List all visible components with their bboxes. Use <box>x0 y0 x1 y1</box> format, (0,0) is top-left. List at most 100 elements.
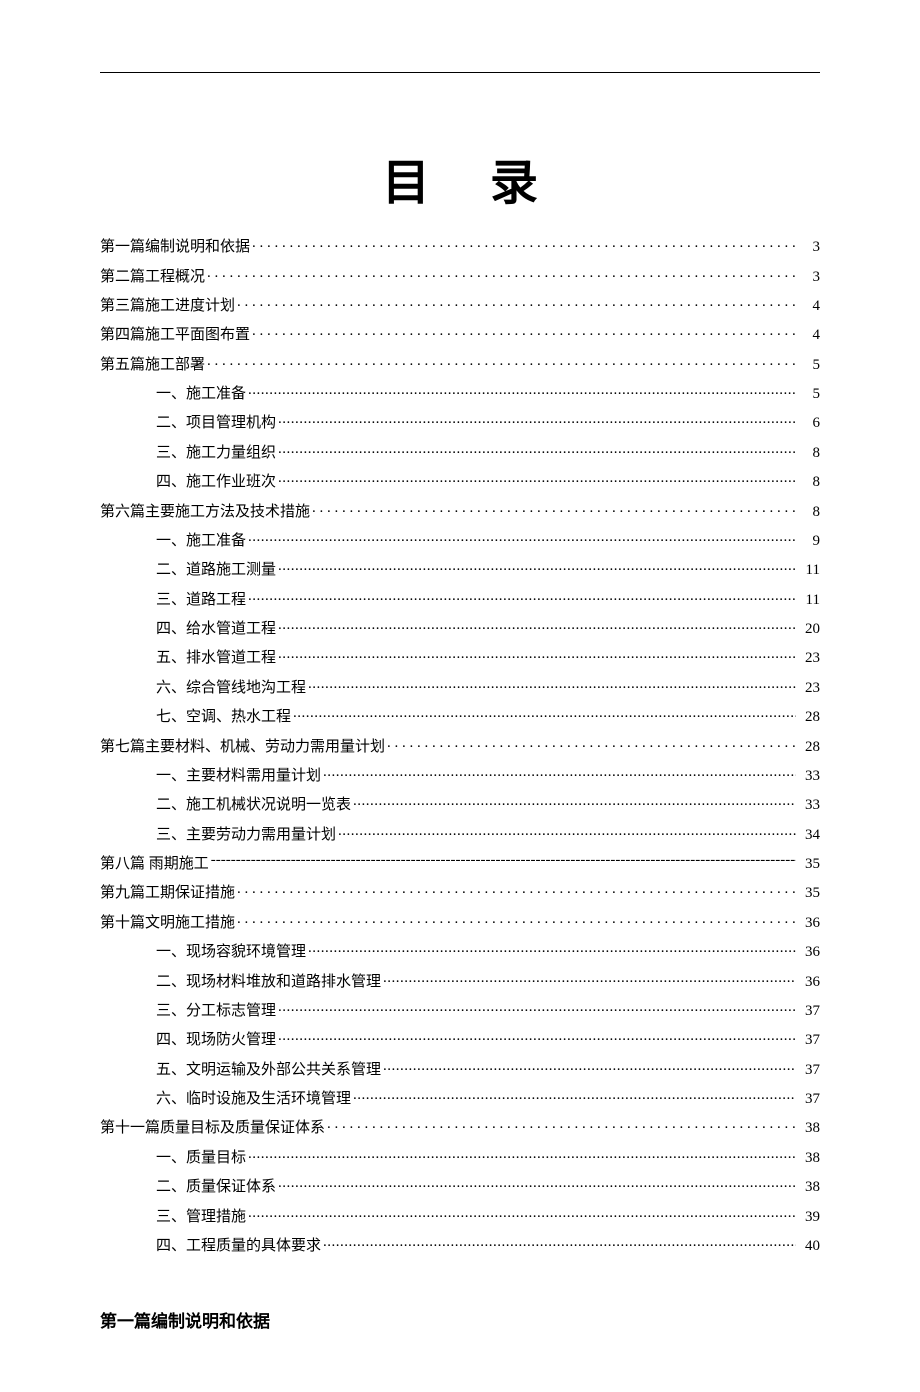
toc-row: 第三篇施工进度计划4 <box>100 290 820 319</box>
top-horizontal-rule <box>100 72 820 73</box>
toc-entry-label: 一、现场容貌环境管理 <box>156 945 306 960</box>
toc-entry-page: 35 <box>798 857 820 872</box>
toc-entry-label: 第七篇主要材料、机械、劳动力需用量计划 <box>100 740 385 755</box>
toc-leader <box>248 530 796 545</box>
toc-entry-page: 8 <box>798 446 820 461</box>
table-of-contents: 第一篇编制说明和依据3第二篇工程概况3第三篇施工进度计划4第四篇施工平面图布置4… <box>100 231 820 1259</box>
toc-leader <box>248 383 796 398</box>
toc-entry-label: 一、施工准备 <box>156 387 246 402</box>
toc-entry-page: 11 <box>798 563 820 578</box>
toc-leader <box>308 941 796 956</box>
toc-entry-label: 第一篇编制说明和依据 <box>100 240 250 255</box>
toc-entry-label: 第十一篇质量目标及质量保证体系 <box>100 1121 325 1136</box>
toc-row: 第五篇施工部署 5 <box>100 349 820 378</box>
toc-entry-label: 二、道路施工测量 <box>156 563 276 578</box>
toc-entry-label: 六、综合管线地沟工程 <box>156 681 306 696</box>
toc-leader <box>211 853 796 868</box>
toc-leader <box>353 794 796 809</box>
toc-entry-label: 一、施工准备 <box>156 534 246 549</box>
toc-leader <box>278 471 796 486</box>
toc-leader <box>278 1000 796 1015</box>
toc-entry-label: 一、质量目标 <box>156 1151 246 1166</box>
toc-leader <box>327 1117 796 1132</box>
toc-entry-label: 三、分工标志管理 <box>156 1004 276 1019</box>
toc-row: 一、现场容貌环境管理36 <box>100 936 820 965</box>
toc-row: 第十篇文明施工措施 36 <box>100 907 820 936</box>
toc-entry-page: 23 <box>798 651 820 666</box>
toc-leader <box>207 354 796 369</box>
toc-leader <box>278 1176 796 1191</box>
toc-row: 四、工程质量的具体要求40 <box>100 1230 820 1259</box>
toc-entry-label: 五、排水管道工程 <box>156 651 276 666</box>
toc-entry-label: 四、施工作业班次 <box>156 475 276 490</box>
toc-leader <box>338 824 796 839</box>
toc-leader <box>383 971 796 986</box>
toc-row: 三、管理措施 39 <box>100 1200 820 1229</box>
toc-entry-page: 37 <box>798 1063 820 1078</box>
toc-entry-label: 第八篇 雨期施工 <box>100 857 209 872</box>
toc-leader <box>308 677 796 692</box>
toc-leader <box>278 442 796 457</box>
toc-entry-page: 3 <box>798 270 820 285</box>
toc-entry-page: 37 <box>798 1033 820 1048</box>
toc-leader <box>252 236 796 251</box>
toc-entry-label: 第十篇文明施工措施 <box>100 916 235 931</box>
toc-entry-label: 三、道路工程 <box>156 593 246 608</box>
toc-entry-label: 第二篇工程概况 <box>100 270 205 285</box>
toc-entry-page: 35 <box>798 886 820 901</box>
toc-entry-page: 6 <box>798 416 820 431</box>
toc-entry-label: 三、管理措施 <box>156 1210 246 1225</box>
toc-entry-page: 8 <box>798 505 820 520</box>
toc-entry-page: 34 <box>798 828 820 843</box>
section-heading: 第一篇编制说明和依据 <box>100 1307 820 1332</box>
toc-row: 五、文明运输及外部公共关系管理 37 <box>100 1054 820 1083</box>
toc-entry-label: 二、施工机械状况说明一览表 <box>156 798 351 813</box>
toc-entry-page: 4 <box>798 328 820 343</box>
toc-row: 一、施工准备9 <box>100 525 820 554</box>
toc-row: 第九篇工期保证措施 35 <box>100 877 820 906</box>
toc-row: 三、施工力量组织8 <box>100 437 820 466</box>
toc-entry-label: 五、文明运输及外部公共关系管理 <box>156 1063 381 1078</box>
toc-row: 第八篇 雨期施工 35 <box>100 848 820 877</box>
toc-leader <box>248 589 796 604</box>
toc-leader <box>278 412 796 427</box>
toc-entry-label: 四、现场防火管理 <box>156 1033 276 1048</box>
toc-leader <box>237 882 796 897</box>
toc-entry-page: 5 <box>798 358 820 373</box>
toc-entry-page: 37 <box>798 1092 820 1107</box>
toc-row: 二、道路施工测量 11 <box>100 554 820 583</box>
toc-entry-label: 第五篇施工部署 <box>100 358 205 373</box>
toc-leader <box>323 1235 796 1250</box>
toc-row: 第一篇编制说明和依据3 <box>100 231 820 260</box>
toc-row: 第二篇工程概况 3 <box>100 260 820 289</box>
toc-row: 第七篇主要材料、机械、劳动力需用量计划28 <box>100 730 820 759</box>
toc-row: 五、排水管道工程 23 <box>100 642 820 671</box>
toc-leader <box>237 295 796 310</box>
toc-entry-page: 36 <box>798 916 820 931</box>
toc-row: 六、综合管线地沟工程 23 <box>100 672 820 701</box>
toc-leader <box>387 736 796 751</box>
document-page: 目录 第一篇编制说明和依据3第二篇工程概况3第三篇施工进度计划4第四篇施工平面图… <box>0 72 920 1392</box>
toc-entry-page: 4 <box>798 299 820 314</box>
toc-row: 第十一篇质量目标及质量保证体系 38 <box>100 1112 820 1141</box>
toc-row: 二、现场材料堆放和道路排水管理36 <box>100 965 820 994</box>
toc-leader <box>278 647 796 662</box>
toc-leader <box>312 501 796 516</box>
toc-entry-label: 二、项目管理机构 <box>156 416 276 431</box>
toc-entry-page: 39 <box>798 1210 820 1225</box>
toc-leader <box>293 706 796 721</box>
toc-row: 七、空调、热水工程28 <box>100 701 820 730</box>
toc-entry-page: 5 <box>798 387 820 402</box>
toc-entry-label: 第九篇工期保证措施 <box>100 886 235 901</box>
toc-entry-page: 23 <box>798 681 820 696</box>
toc-entry-page: 33 <box>798 769 820 784</box>
toc-entry-page: 36 <box>798 975 820 990</box>
toc-row: 四、给水管道工程20 <box>100 613 820 642</box>
toc-row: 第六篇主要施工方法及技术措施8 <box>100 495 820 524</box>
toc-entry-label: 二、质量保证体系 <box>156 1180 276 1195</box>
toc-entry-page: 38 <box>798 1121 820 1136</box>
toc-entry-label: 七、空调、热水工程 <box>156 710 291 725</box>
toc-leader <box>248 1206 796 1221</box>
toc-leader <box>383 1059 796 1074</box>
toc-leader <box>278 1029 796 1044</box>
